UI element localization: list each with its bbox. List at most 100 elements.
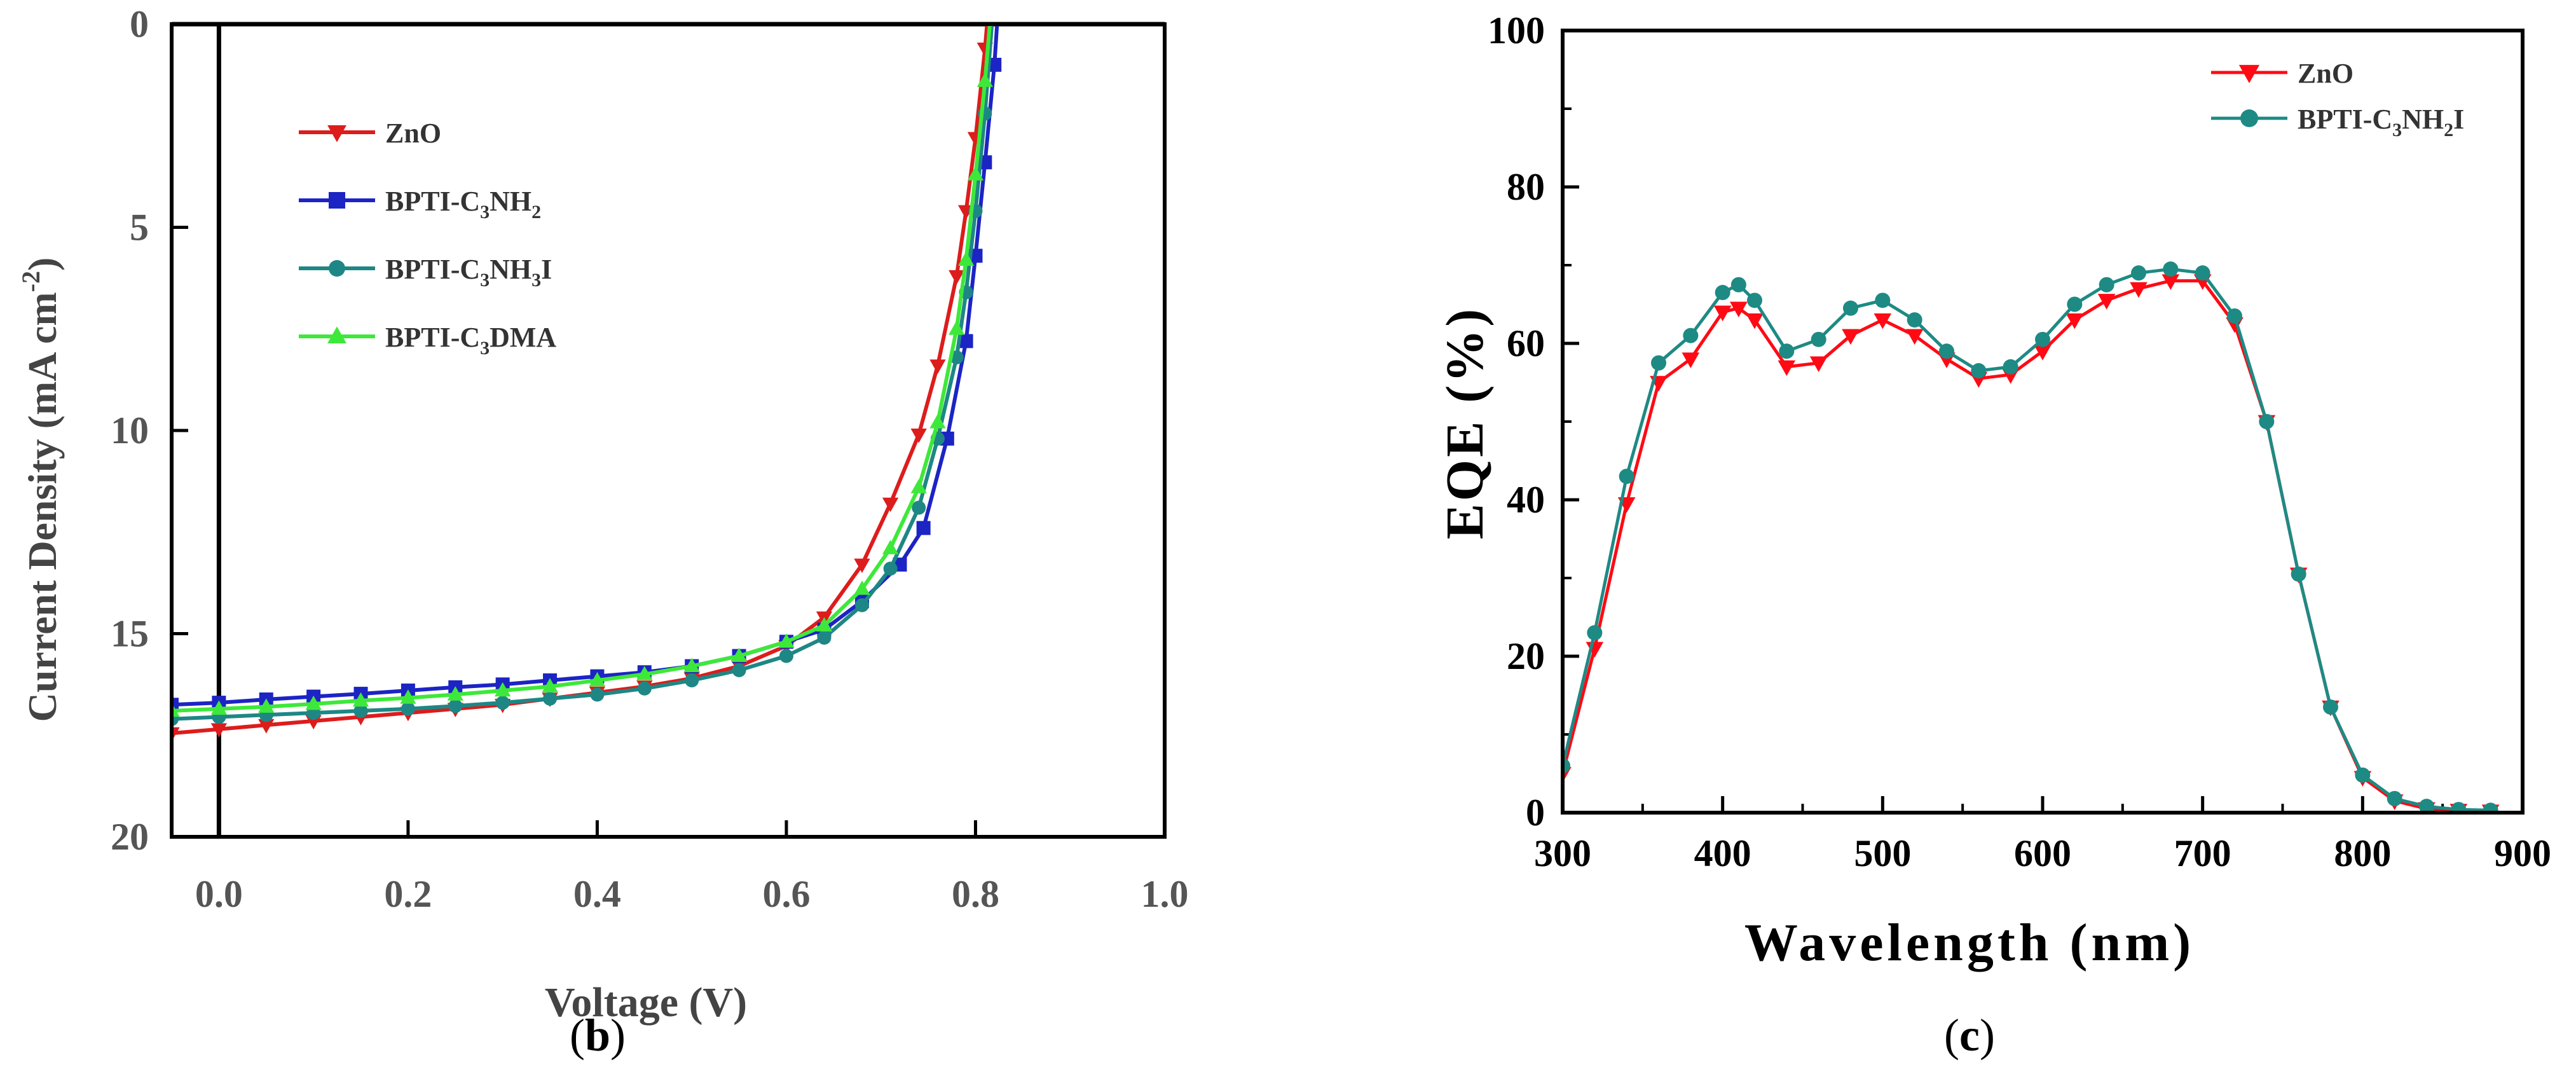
panel-b-legend-label-bpti-c3nh3i: BPTI-C3NH3I xyxy=(385,254,552,291)
panel-c-point-bpti-c3nh2i xyxy=(1779,343,1795,359)
panel-b-legend-item-bpti-c3nh2: BPTI-C3NH2 xyxy=(299,186,541,223)
panel-c-point-bpti-c3nh2i xyxy=(1939,343,1954,359)
panel-c-x-tick-label: 700 xyxy=(2174,832,2231,874)
panel-b-point-bpti-c3nh3i xyxy=(854,598,869,612)
panel-c-point-bpti-c3nh2i xyxy=(2227,308,2242,324)
panel-c-point-bpti-c3nh2i xyxy=(1683,327,1699,343)
panel-c-point-zno xyxy=(2066,313,2084,329)
panel-c-x-tick-label: 500 xyxy=(1854,832,1911,874)
panel-c-legend: ZnO BPTI-C3NH2I xyxy=(2211,58,2464,141)
panel-b-plot-frame xyxy=(170,22,1167,839)
panel-b-series xyxy=(172,24,1002,742)
panel-c-y-tick-label: 20 xyxy=(1507,635,1545,677)
panel-c-x-tick-label: 400 xyxy=(1694,832,1751,874)
panel-b-y-tick-label: 0 xyxy=(130,3,149,45)
panel-c-point-bpti-c3nh2i xyxy=(2099,277,2114,293)
panel-c-y-tick-label: 40 xyxy=(1507,479,1545,521)
panel-c-legend-item-zno: ZnO xyxy=(2211,58,2353,89)
panel-b-point-bpti-c3nh3i xyxy=(817,630,832,645)
panel-b-point-bpti-c3dma xyxy=(589,671,606,687)
panel-c-point-zno xyxy=(1682,352,1700,368)
panel-c-point-zno xyxy=(1905,329,1924,345)
panel-c-y-axis-label: EQE (%) xyxy=(1435,306,1495,539)
panel-b-point-bpti-c3dma xyxy=(636,666,653,680)
panel-b-y-tick-label: 20 xyxy=(111,816,149,858)
panel-b-point-bpti-c3dma xyxy=(882,540,899,554)
panel-b-point-bpti-c3nh2 xyxy=(172,698,179,712)
panel-b-legend-item-zno: ZnO xyxy=(299,118,441,149)
panel-c-x-tick-label: 600 xyxy=(2014,832,2071,874)
panel-c-x-tick-labels: 300 400 500 600 700 800 900 xyxy=(1534,832,2551,874)
panel-c-point-bpti-c3nh2i xyxy=(1971,363,1987,379)
panel-c-legend-item-bpti-c3nh2i: BPTI-C3NH2I xyxy=(2211,104,2464,141)
panel-c-series xyxy=(1563,261,2500,813)
panel-c-y-tick-labels: 0 20 40 60 80 100 xyxy=(1488,10,1545,834)
panel-b-x-tick-label: 0.6 xyxy=(762,873,810,915)
panel-b-point-bpti-c3nh3i xyxy=(779,649,793,663)
panel-b-point-bpti-c3nh3i xyxy=(543,691,558,706)
panel-b-point-bpti-c3dma xyxy=(976,72,994,87)
panel-b-legend-label-zno: ZnO xyxy=(385,118,441,149)
panel-c-point-zno xyxy=(2130,282,2148,298)
panel-b-point-zno xyxy=(172,727,180,742)
panel-b-point-zno xyxy=(258,719,275,734)
panel-c-point-bpti-c3nh2i xyxy=(1843,300,1858,316)
panel-c-point-bpti-c3nh2i xyxy=(1715,285,1730,301)
panel-b-legend-swatch-marker xyxy=(327,125,346,142)
panel-c-point-bpti-c3nh2i xyxy=(2259,414,2275,429)
panel-b-x-tick-label: 0.8 xyxy=(952,873,999,915)
panel-b-point-bpti-c3nh3i xyxy=(732,663,746,678)
panel-c-x-tick-label: 800 xyxy=(2334,832,2391,874)
panel-c-point-zno xyxy=(2097,294,2116,310)
panel-b-point-bpti-c3dma xyxy=(352,692,369,707)
panel-b-point-bpti-c3nh3i xyxy=(883,561,898,576)
panel-c-point-bpti-c3nh2i xyxy=(1730,277,1746,293)
panel-b-legend-swatch-marker xyxy=(329,260,345,277)
panel-b-point-zno xyxy=(210,723,228,738)
panel-c-point-zno xyxy=(1842,329,1860,345)
panel-c-x-tick-label: 900 xyxy=(2494,832,2551,874)
panel-c-series-bpti-c3nh2i xyxy=(1563,261,2498,813)
panel-b-x-tick-label: 0.2 xyxy=(384,873,432,915)
panel-c-point-zno xyxy=(2034,345,2052,361)
panel-b-point-zno xyxy=(910,429,927,443)
panel-b-point-bpti-c3dma xyxy=(258,698,275,713)
panel-b-x-tick-label: 0.4 xyxy=(573,873,621,915)
panel-c-plot-frame xyxy=(1561,29,2525,815)
panel-c-point-zno xyxy=(1730,301,1748,318)
panel-b-point-bpti-c3dma xyxy=(400,689,416,704)
panel-b-legend-item-bpti-c3dma: BPTI-C3DMA xyxy=(299,322,556,359)
panel-b-point-bpti-c3nh3i xyxy=(590,687,605,702)
panel-b-point-bpti-c3nh2 xyxy=(916,521,931,535)
panel-c-y-tick-label: 0 xyxy=(1526,792,1545,834)
panel-c-point-bpti-c3nh2i xyxy=(2003,359,2018,375)
panel-b-point-bpti-c3nh2 xyxy=(959,334,973,348)
panel-b-x-tick-label: 0.0 xyxy=(195,873,243,915)
panel-b-point-zno xyxy=(949,270,965,285)
panel-c-point-bpti-c3nh2i xyxy=(2195,265,2210,281)
panel-c-point-zno xyxy=(1809,356,1828,373)
panel-c-point-bpti-c3nh2i xyxy=(2323,699,2338,715)
panel-c-eqe-spectrum: 300 400 500 600 700 800 900 0 20 40 60 80 100 ZnO BP… xyxy=(1435,10,2551,1061)
panel-b-point-bpti-c3dma xyxy=(447,686,463,701)
panel-b-point-bpti-c3dma xyxy=(967,166,984,181)
panel-c-point-bpti-c3nh2i xyxy=(1875,293,1891,308)
panel-c-x-axis-label: Wavelength (nm) xyxy=(1744,913,2195,972)
panel-b-point-bpti-c3dma xyxy=(957,251,975,266)
panel-b-point-bpti-c3dma xyxy=(542,678,558,692)
panel-b-x-tick-label: 1.0 xyxy=(1141,873,1189,915)
panel-c-point-zno xyxy=(1778,360,1796,376)
panel-c-point-zno xyxy=(1746,313,1764,329)
panel-b-point-bpti-c3dma xyxy=(910,479,927,493)
panel-b-legend-swatch-marker xyxy=(329,192,345,209)
panel-c-point-bpti-c3nh2i xyxy=(1907,312,1922,328)
panel-c-point-bpti-c3nh2i xyxy=(1811,331,1826,347)
panel-b-y-tick-label: 10 xyxy=(111,410,149,451)
panel-b-point-zno xyxy=(929,359,946,374)
panel-b-point-zno xyxy=(882,497,899,513)
panel-c-caption: (c) xyxy=(1944,1010,1995,1061)
panel-b-point-zno xyxy=(305,715,322,730)
panel-c-point-bpti-c3nh2i xyxy=(1651,355,1666,371)
panel-c-point-bpti-c3nh2i xyxy=(2067,296,2083,312)
